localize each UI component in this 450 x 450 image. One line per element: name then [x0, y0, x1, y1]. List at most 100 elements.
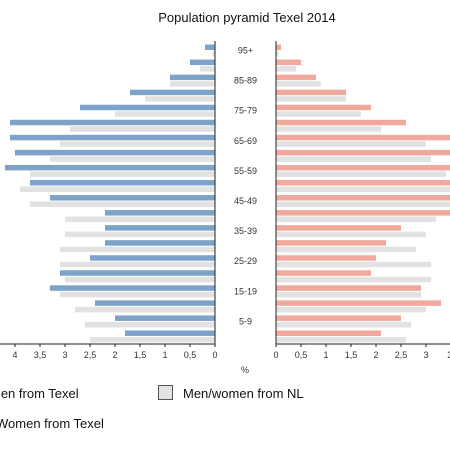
right-bar-nl-75-79 [276, 111, 361, 117]
left-bar-texel-5-9 [115, 315, 215, 321]
left-bar-texel-90-94 [190, 59, 215, 66]
left-bar-nl-45-49 [30, 201, 215, 208]
left-bar-texel-55-59 [5, 164, 215, 171]
legend-nl-swatch [158, 385, 173, 400]
left-tick-label: 4 [12, 350, 17, 360]
age-labels-group: 95+ 85-89 75-79 65-69 55-59 45-49 35-39 25-29 15… [234, 46, 257, 327]
right-bar-nl-80-84 [276, 96, 346, 102]
legend-nl-label: Men/women from NL [183, 386, 304, 401]
left-bar-nl-0-4 [90, 336, 215, 343]
right-bar-texel-50-54 [276, 179, 450, 186]
left-bar-nl-95+ [212, 51, 215, 57]
right-bar-nl-60-64 [276, 156, 431, 162]
left-tick-label: 0,5 [184, 350, 197, 360]
left-bar-nl-30-34 [60, 246, 215, 253]
left-bar-texel-75-79 [80, 104, 215, 111]
left-bar-nl-85-89 [170, 81, 215, 87]
legend-nl: Men/women from NL [158, 385, 304, 401]
right-bar-nl-30-34 [276, 246, 416, 253]
left-bar-nl-35-39 [65, 231, 215, 238]
left-bar-texel-85-89 [170, 74, 215, 81]
left-bar-texel-50-54 [30, 179, 215, 186]
left-bar-texel-30-34 [105, 240, 215, 246]
legend-men-texel-label: Men from Texel [0, 386, 79, 401]
right-bar-nl-35-39 [276, 231, 426, 238]
bars-group [5, 44, 450, 343]
right-bar-texel-75-79 [276, 104, 371, 111]
age-label-25-29: 25-29 [234, 256, 257, 266]
right-bar-nl-95+ [276, 51, 279, 57]
left-bar-texel-45-49 [50, 195, 215, 201]
left-bar-texel-25-29 [90, 255, 215, 261]
right-bar-texel-60-64 [276, 149, 450, 156]
right-tick-label: 1 [323, 350, 328, 360]
right-bar-nl-85-89 [276, 81, 321, 87]
left-bar-nl-25-29 [60, 261, 215, 268]
left-bar-texel-65-69 [10, 134, 215, 141]
left-bar-nl-10-14 [75, 306, 215, 313]
left-bar-texel-35-39 [105, 225, 215, 231]
age-label-5-9: 5-9 [239, 316, 252, 326]
left-tick-label: 1 [162, 350, 167, 360]
x-axis-title: % [241, 365, 249, 375]
right-tick-label: 0,5 [295, 350, 308, 360]
right-bar-nl-5-9 [276, 321, 411, 328]
left-bar-nl-80-84 [145, 96, 215, 102]
left-bar-texel-0-4 [125, 330, 215, 336]
right-bar-nl-90-94 [276, 66, 296, 72]
age-label-45-49: 45-49 [234, 196, 257, 206]
right-bar-nl-10-14 [276, 306, 426, 313]
right-bar-nl-65-69 [276, 141, 426, 147]
left-bar-nl-40-44 [65, 216, 215, 223]
right-bar-texel-95+ [276, 44, 281, 51]
right-bar-texel-90-94 [276, 59, 301, 66]
left-bar-texel-70-74 [10, 119, 215, 126]
age-label-35-39: 35-39 [234, 226, 257, 236]
left-bar-nl-55-59 [30, 171, 215, 177]
left-bar-nl-60-64 [50, 156, 215, 162]
legend-women-texel-label: Women from Texel [0, 416, 104, 431]
chart-title: Population pyramid Texel 2014 [158, 10, 336, 25]
right-bar-nl-20-24 [276, 276, 431, 283]
right-bar-texel-45-49 [276, 195, 450, 201]
age-label-15-19: 15-19 [234, 286, 257, 296]
age-label-55-59: 55-59 [234, 166, 257, 176]
age-label-75-79: 75-79 [234, 106, 257, 116]
right-bar-texel-80-84 [276, 89, 346, 96]
axes-group [0, 41, 450, 347]
right-bar-nl-45-49 [276, 201, 450, 208]
left-bar-texel-60-64 [15, 149, 215, 156]
left-bar-nl-65-69 [60, 141, 215, 147]
right-bar-texel-0-4 [276, 330, 381, 336]
left-bar-nl-75-79 [115, 111, 215, 117]
left-bar-nl-50-54 [20, 186, 215, 192]
left-tick-label: 1,5 [134, 350, 147, 360]
left-tick-label: 2,5 [84, 350, 97, 360]
left-bar-texel-15-19 [50, 285, 215, 291]
left-bar-texel-95+ [205, 44, 215, 51]
right-bar-texel-70-74 [276, 119, 406, 126]
right-bar-nl-55-59 [276, 171, 446, 177]
left-bar-nl-70-74 [70, 126, 215, 132]
right-bar-texel-65-69 [276, 134, 450, 141]
age-label-85-89: 85-89 [234, 76, 257, 86]
left-bar-nl-5-9 [85, 321, 215, 328]
right-bar-texel-5-9 [276, 315, 401, 321]
right-bar-texel-15-19 [276, 285, 421, 291]
left-bar-nl-90-94 [200, 66, 215, 72]
tick-labels-group: 4 3,5 3 2,5 2 1,5 1 0,5 0 0 0,5 1 1,5 2 2,5 3 3, [12, 350, 450, 360]
right-bar-texel-35-39 [276, 225, 401, 231]
left-bar-nl-15-19 [60, 291, 215, 298]
left-bar-texel-10-14 [95, 300, 215, 306]
legend-women-texel: Women from Texel [0, 416, 104, 431]
left-tick-label: 0 [212, 350, 217, 360]
legend-men-texel: Men from Texel [0, 386, 79, 401]
right-tick-label: 2 [373, 350, 378, 360]
left-tick-label: 2 [112, 350, 117, 360]
right-bar-texel-20-24 [276, 270, 371, 276]
age-label-95+: 95+ [238, 46, 253, 56]
right-tick-label: 3 [423, 350, 428, 360]
right-bar-nl-50-54 [276, 186, 450, 192]
right-tick-label: 1,5 [345, 350, 358, 360]
